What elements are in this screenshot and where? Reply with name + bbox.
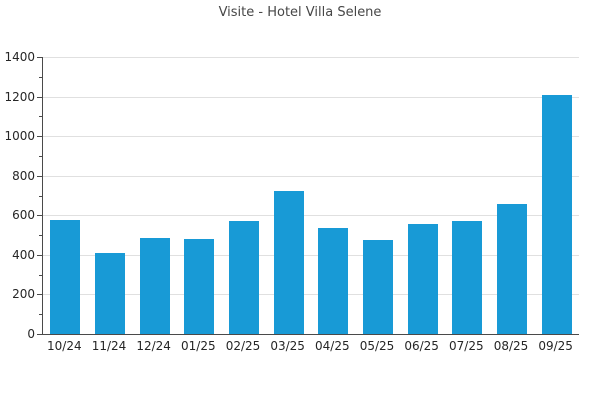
gridline xyxy=(43,175,579,177)
y-tick-label: 1000 xyxy=(4,129,35,144)
y-minor-tick xyxy=(39,195,42,197)
x-tick-label: 10/24 xyxy=(47,339,82,353)
y-tick-label: 400 xyxy=(12,247,35,262)
x-tick-label: 12/24 xyxy=(136,339,171,353)
y-minor-tick xyxy=(39,76,42,78)
gridline xyxy=(43,57,579,58)
y-tick-label: 1400 xyxy=(4,50,35,64)
x-tick-label: 09/25 xyxy=(538,339,573,353)
x-tick-label: 05/25 xyxy=(359,339,395,353)
y-minor-tick xyxy=(39,155,42,157)
x-tick-label: 08/25 xyxy=(493,339,529,353)
x-tick-label: 11/24 xyxy=(91,339,127,353)
y-major-tick xyxy=(37,96,42,98)
y-minor-tick xyxy=(39,274,42,276)
y-tick-label: 800 xyxy=(12,168,35,183)
y-major-tick xyxy=(37,215,42,217)
bar xyxy=(273,190,304,334)
y-tick-label: 1200 xyxy=(4,89,35,104)
x-tick-label: 07/25 xyxy=(449,339,484,353)
y-minor-tick xyxy=(39,314,42,316)
bar xyxy=(95,252,125,334)
bar xyxy=(184,239,215,334)
y-major-tick xyxy=(37,175,42,177)
chart-title: Visite - Hotel Villa Selene xyxy=(218,5,382,20)
bar xyxy=(139,238,170,334)
bar xyxy=(318,228,349,334)
x-tick-label: 03/25 xyxy=(270,339,305,353)
y-major-tick xyxy=(37,136,42,138)
x-tick-label: 04/25 xyxy=(315,339,350,353)
y-minor-tick xyxy=(39,235,42,237)
y-major-tick xyxy=(37,254,42,256)
y-major-tick xyxy=(37,294,42,296)
x-tick-label: 02/25 xyxy=(225,339,261,353)
plot-area xyxy=(42,57,579,335)
x-tick-label: 01/25 xyxy=(181,339,216,353)
x-tick-label: 06/25 xyxy=(404,339,439,353)
bar xyxy=(363,240,393,334)
bar xyxy=(407,224,438,334)
bar xyxy=(497,204,527,334)
y-minor-tick xyxy=(39,116,42,118)
bar xyxy=(452,221,483,334)
y-major-tick xyxy=(37,334,42,335)
gridline xyxy=(43,136,579,138)
y-major-tick xyxy=(37,57,42,58)
bar xyxy=(229,221,259,334)
gridline xyxy=(43,254,579,256)
gridline xyxy=(43,215,579,217)
gridline xyxy=(43,294,579,296)
gridline xyxy=(43,96,579,98)
y-tick-label: 200 xyxy=(12,287,35,302)
bar xyxy=(50,220,81,334)
y-tick-label: 0 xyxy=(27,327,35,341)
y-tick-label: 600 xyxy=(12,208,35,223)
bar xyxy=(541,94,572,334)
